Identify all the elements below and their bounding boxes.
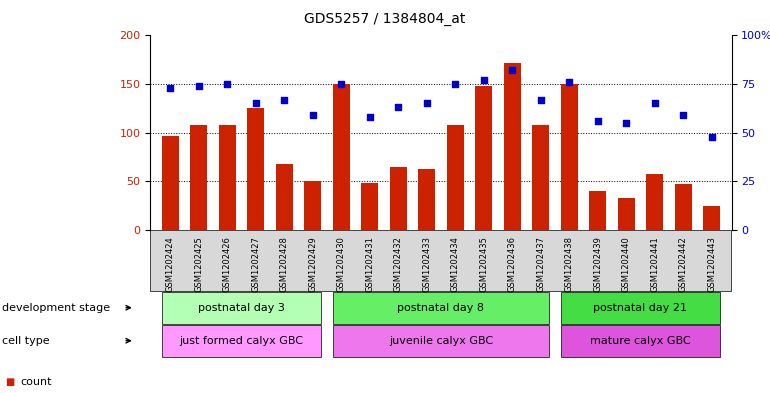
Text: cell type: cell type: [2, 336, 49, 346]
Text: development stage: development stage: [2, 303, 109, 313]
Bar: [618, 198, 634, 230]
Bar: [675, 184, 691, 230]
Bar: [190, 125, 207, 230]
Point: [563, 79, 575, 85]
Point: [677, 112, 689, 118]
Point: [164, 85, 176, 91]
Point: [392, 104, 404, 110]
Text: postnatal day 8: postnatal day 8: [397, 303, 484, 313]
Text: juvenile calyx GBC: juvenile calyx GBC: [389, 336, 493, 346]
Text: postnatal day 3: postnatal day 3: [198, 303, 285, 313]
Bar: [276, 164, 293, 230]
Point: [705, 133, 718, 140]
Bar: [333, 84, 350, 230]
Bar: [646, 174, 663, 230]
Bar: [418, 169, 435, 230]
Point: [221, 81, 233, 87]
Text: ■: ■: [5, 377, 15, 387]
Bar: [390, 167, 407, 230]
Bar: [162, 136, 179, 230]
Bar: [361, 183, 378, 230]
Point: [278, 96, 290, 103]
Point: [591, 118, 604, 124]
Bar: [589, 191, 606, 230]
Bar: [304, 181, 321, 230]
Point: [249, 100, 262, 107]
Point: [363, 114, 376, 120]
Bar: [504, 62, 521, 230]
Point: [506, 67, 518, 73]
Point: [420, 100, 433, 107]
Bar: [247, 108, 264, 230]
Point: [620, 120, 632, 126]
Bar: [219, 125, 236, 230]
Point: [534, 96, 547, 103]
Bar: [561, 84, 578, 230]
Point: [192, 83, 205, 89]
Bar: [532, 125, 549, 230]
Point: [648, 100, 661, 107]
Text: just formed calyx GBC: just formed calyx GBC: [179, 336, 303, 346]
Point: [477, 77, 490, 83]
Point: [449, 81, 461, 87]
Bar: [447, 125, 464, 230]
Point: [306, 112, 319, 118]
Text: count: count: [21, 377, 52, 387]
Text: postnatal day 21: postnatal day 21: [594, 303, 688, 313]
Text: GDS5257 / 1384804_at: GDS5257 / 1384804_at: [304, 12, 466, 26]
Text: mature calyx GBC: mature calyx GBC: [590, 336, 691, 346]
Bar: [475, 86, 492, 230]
Bar: [703, 206, 720, 230]
Point: [335, 81, 347, 87]
